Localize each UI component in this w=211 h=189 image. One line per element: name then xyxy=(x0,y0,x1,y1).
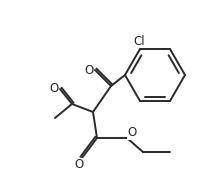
Text: O: O xyxy=(49,83,59,95)
Text: O: O xyxy=(127,126,137,139)
Text: Cl: Cl xyxy=(133,35,145,47)
Text: O: O xyxy=(84,64,94,77)
Text: O: O xyxy=(74,159,84,171)
